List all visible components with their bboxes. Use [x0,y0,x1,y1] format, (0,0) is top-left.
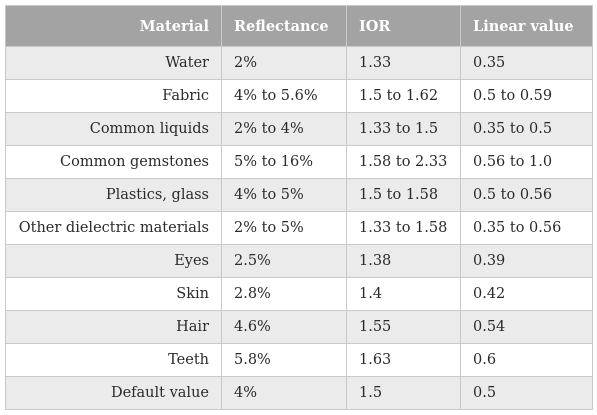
cell-reflectance: 2% to 4% [221,112,347,146]
cell-linear-value: 0.35 to 0.56 [460,211,593,245]
table-row: Common gemstones 5% to 16% 1.58 to 2.33 0.5… [5,145,593,179]
cell-material: Fabric [5,79,222,113]
material-table-container: Material Reflectance IOR Linear value Wa… [5,5,593,410]
table-row: Default value 4% 1.5 0.5 [5,376,593,410]
cell-linear-value: 0.5 [460,376,593,410]
header-material: Material [5,5,222,47]
table-row: Teeth 5.8% 1.63 0.6 [5,343,593,377]
cell-linear-value: 0.35 to 0.5 [460,112,593,146]
cell-ior: 1.55 [346,310,461,344]
cell-reflectance: 4% [221,376,347,410]
table-row: Other dielectric materials 2% to 5% 1.33 t… [5,211,593,245]
cell-ior: 1.63 [346,343,461,377]
cell-ior: 1.5 [346,376,461,410]
cell-linear-value: 0.56 to 1.0 [460,145,593,179]
cell-reflectance: 5.8% [221,343,347,377]
cell-ior: 1.4 [346,277,461,311]
table-row: Plastics, glass 4% to 5% 1.5 to 1.58 0.5 to… [5,178,593,212]
cell-material: Plastics, glass [5,178,222,212]
cell-material: Teeth [5,343,222,377]
table-row: Common liquids 2% to 4% 1.33 to 1.5 0.35 to… [5,112,593,146]
cell-material: Water [5,46,222,80]
cell-reflectance: 4% to 5.6% [221,79,347,113]
cell-ior: 1.38 [346,244,461,278]
cell-reflectance: 5% to 16% [221,145,347,179]
cell-linear-value: 0.39 [460,244,593,278]
cell-linear-value: 0.5 to 0.56 [460,178,593,212]
cell-reflectance: 2.5% [221,244,347,278]
cell-ior: 1.5 to 1.62 [346,79,461,113]
cell-material: Common liquids [5,112,222,146]
cell-ior: 1.33 to 1.58 [346,211,461,245]
cell-linear-value: 0.35 [460,46,593,80]
material-reflectance-table: Material Reflectance IOR Linear value Wa… [5,5,593,410]
table-row: Water 2% 1.33 0.35 [5,46,593,80]
cell-linear-value: 0.54 [460,310,593,344]
table-header-row: Material Reflectance IOR Linear value [5,5,593,47]
cell-material: Common gemstones [5,145,222,179]
cell-ior: 1.58 to 2.33 [346,145,461,179]
header-reflectance: Reflectance [221,5,347,47]
table-row: Skin 2.8% 1.4 0.42 [5,277,593,311]
cell-material: Default value [5,376,222,410]
cell-linear-value: 0.6 [460,343,593,377]
table-row: Fabric 4% to 5.6% 1.5 to 1.62 0.5 to 0.59 [5,79,593,113]
cell-material: Other dielectric materials [5,211,222,245]
cell-linear-value: 0.42 [460,277,593,311]
cell-reflectance: 2% to 5% [221,211,347,245]
cell-material: Hair [5,310,222,344]
cell-material: Skin [5,277,222,311]
cell-reflectance: 2% [221,46,347,80]
cell-reflectance: 4% to 5% [221,178,347,212]
table-body: Water 2% 1.33 0.35 Fabric 4% to 5.6% 1.5 to 1.… [5,46,593,410]
cell-material: Eyes [5,244,222,278]
cell-ior: 1.33 [346,46,461,80]
cell-reflectance: 2.8% [221,277,347,311]
cell-ior: 1.33 to 1.5 [346,112,461,146]
header-ior: IOR [346,5,461,47]
table-row: Hair 4.6% 1.55 0.54 [5,310,593,344]
header-linear-value: Linear value [460,5,593,47]
cell-reflectance: 4.6% [221,310,347,344]
table-row: Eyes 2.5% 1.38 0.39 [5,244,593,278]
cell-linear-value: 0.5 to 0.59 [460,79,593,113]
cell-ior: 1.5 to 1.58 [346,178,461,212]
